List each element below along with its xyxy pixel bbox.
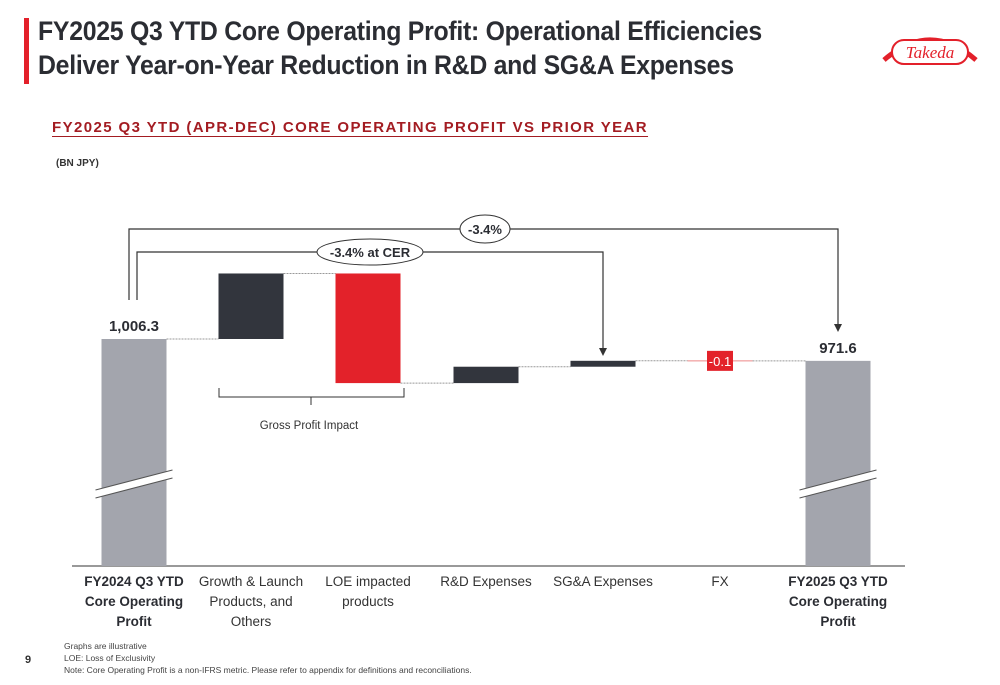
bracket-label: Gross Profit Impact	[260, 420, 359, 432]
bar-4	[570, 360, 636, 367]
cer-change-bubble	[316, 238, 424, 266]
unit-label: (BN JPY)	[56, 158, 99, 169]
arrowhead	[834, 324, 842, 332]
data-label: -0.1	[709, 354, 731, 369]
title-line-2: Deliver Year-on-Year Reduction in R&D an…	[38, 50, 734, 80]
bar-3	[453, 366, 519, 384]
reported-change-bubble	[459, 214, 511, 244]
category-label: Growth & Launch Products, and Others	[198, 574, 304, 629]
arrowhead	[599, 348, 607, 356]
category-label: FY2024 Q3 YTD Core Operating Profit	[84, 574, 184, 629]
axis-break-line	[95, 469, 173, 491]
bar-2	[335, 273, 401, 384]
footnote: LOE: Loss of Exclusivity	[64, 653, 156, 663]
bar-0	[101, 339, 167, 566]
category-label: LOE impacted products	[325, 574, 411, 609]
title-line-1: FY2025 Q3 YTD Core Operating Profit: Ope…	[38, 16, 762, 46]
bar-1	[218, 273, 284, 339]
chart-subtitle: FY2025 Q3 YTD (APR-DEC) CORE OPERATING P…	[52, 119, 649, 136]
axis-break	[799, 470, 877, 498]
page-number: 9	[25, 654, 32, 666]
bar-5	[707, 350, 733, 371]
footnote: Graphs are illustrative	[64, 641, 147, 651]
data-label: 971.6	[819, 340, 857, 357]
axis-break-line	[799, 477, 877, 499]
bar-6	[805, 360, 871, 566]
cer-change-label: -3.4% at CER	[330, 245, 411, 260]
reported-change-label: -3.4%	[468, 222, 502, 237]
axis-break-line	[799, 469, 877, 491]
category-label: FY2025 Q3 YTD Core Operating Profit	[788, 574, 888, 629]
svg-text:Takeda: Takeda	[906, 43, 955, 62]
takeda-logo: Takeda	[882, 37, 978, 65]
axis-break-line	[95, 477, 173, 499]
category-label: SG&A Expenses	[553, 574, 653, 589]
footnotes: Graphs are illustrative LOE: Loss of Exc…	[64, 640, 472, 676]
category-label: FX	[711, 574, 729, 589]
title-accent-bar	[24, 18, 29, 84]
axis-break	[95, 470, 173, 498]
slide-title: FY2025 Q3 YTD Core Operating Profit: Ope…	[38, 14, 762, 82]
gross-profit-bracket	[218, 388, 405, 405]
category-label: R&D Expenses	[440, 574, 532, 589]
footnote: Note: Core Operating Profit is a non-IFR…	[64, 665, 472, 675]
data-label: 1,006.3	[109, 318, 159, 335]
